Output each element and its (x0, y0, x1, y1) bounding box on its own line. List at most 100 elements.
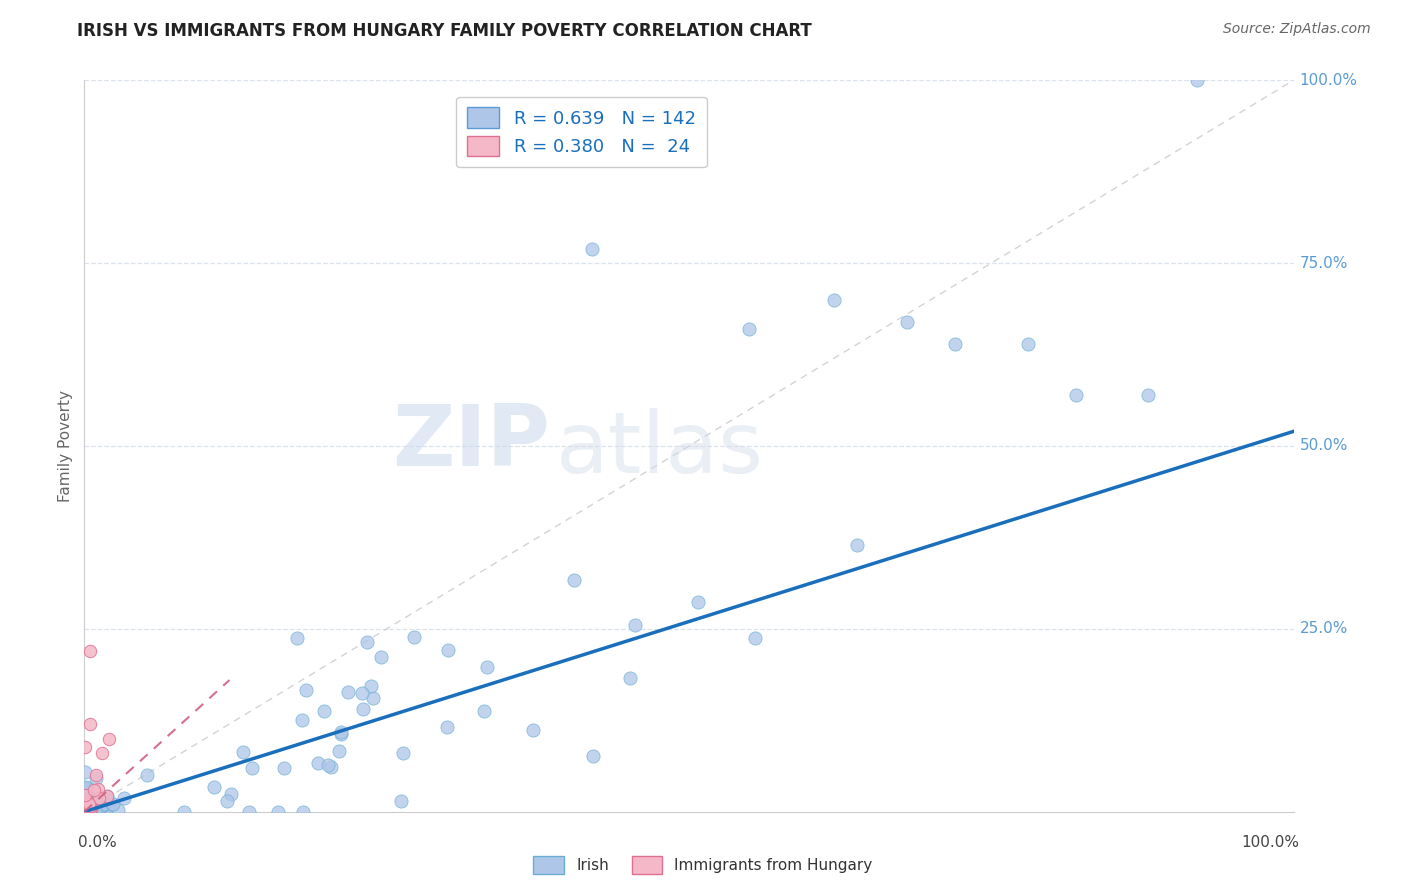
Y-axis label: Family Poverty: Family Poverty (58, 390, 73, 502)
Point (77, 804, 100, 818)
Point (522, 723, 544, 738)
Legend: R = 0.639   N = 142, R = 0.380   N =  24: R = 0.639 N = 142, R = 0.380 N = 24 (456, 96, 707, 167)
Point (73, 792, 96, 806)
Point (75, 800, 97, 814)
Point (75, 802, 97, 816)
Point (75, 804, 97, 818)
Point (96, 797, 118, 811)
Text: 100.0%: 100.0% (1299, 73, 1358, 87)
Point (73, 786, 96, 800)
Point (336, 685, 359, 699)
Text: 50.0%: 50.0% (1299, 439, 1348, 453)
Point (77, 798, 100, 813)
Point (76, 803, 98, 817)
Text: 75.0%: 75.0% (1299, 256, 1348, 270)
Point (76, 781, 98, 796)
Point (307, 756, 329, 771)
Point (352, 702, 374, 716)
Point (75, 794, 97, 808)
Point (73, 740, 96, 755)
Point (291, 805, 314, 819)
Point (73, 801, 96, 815)
Point (392, 747, 415, 761)
Point (76, 782, 98, 797)
Point (112, 791, 135, 805)
Point (619, 671, 641, 685)
Point (73, 801, 96, 815)
Point (90, 799, 112, 814)
Point (107, 803, 129, 817)
Text: ZIP: ZIP (392, 401, 550, 483)
Text: IRISH VS IMMIGRANTS FROM HUNGARY FAMILY POVERTY CORRELATION CHART: IRISH VS IMMIGRANTS FROM HUNGARY FAMILY … (77, 22, 813, 40)
Point (135, 768, 157, 782)
Point (80, 801, 103, 815)
Point (581, 242, 603, 256)
Point (267, 805, 290, 819)
Point (240, 761, 263, 775)
Point (76, 796, 98, 810)
Point (76, 794, 98, 808)
Point (73, 803, 96, 817)
Point (80, 795, 103, 809)
Point (97, 731, 120, 746)
Point (75, 804, 97, 818)
Point (75, 800, 97, 814)
Point (84, 804, 107, 818)
Point (402, 630, 425, 644)
Point (75, 801, 97, 815)
Point (73, 795, 96, 809)
Point (744, 631, 766, 645)
Point (73, 803, 96, 817)
Point (688, 595, 710, 609)
Point (76, 795, 98, 809)
Point (82, 802, 104, 816)
Point (73, 799, 96, 814)
Point (79, 803, 101, 817)
Point (202, 780, 225, 795)
Legend: Irish, Immigrants from Hungary: Irish, Immigrants from Hungary (527, 850, 879, 880)
Point (91, 746, 114, 760)
Point (73, 804, 96, 818)
Point (80, 802, 103, 816)
Point (77, 795, 100, 809)
Point (75, 789, 97, 804)
Point (219, 787, 242, 801)
Point (73, 799, 96, 814)
Point (75, 803, 97, 817)
Point (75, 804, 97, 818)
Point (77, 789, 100, 803)
Point (564, 574, 586, 588)
Point (73, 803, 96, 817)
Point (101, 797, 124, 811)
Point (73, 785, 96, 799)
Point (75, 789, 97, 803)
Point (76, 805, 98, 819)
Point (86, 803, 108, 817)
Point (896, 315, 918, 329)
Point (76, 797, 98, 811)
Point (943, 336, 966, 351)
Point (96, 793, 118, 807)
Point (75, 792, 97, 806)
Point (77, 801, 100, 815)
Point (329, 725, 352, 739)
Point (79, 803, 101, 817)
Point (76, 804, 98, 818)
Point (84, 771, 107, 785)
Point (73, 789, 96, 804)
Point (75, 789, 97, 803)
Point (1185, 73, 1208, 87)
Point (846, 539, 869, 553)
Point (87, 805, 110, 819)
Point (79, 803, 101, 817)
Point (73, 804, 96, 818)
Point (77, 797, 100, 811)
Point (352, 686, 374, 700)
Point (77, 803, 100, 817)
Point (89, 794, 111, 808)
Point (76, 795, 98, 809)
Point (97, 797, 120, 812)
Point (238, 805, 260, 819)
Point (73, 805, 96, 819)
Point (356, 634, 378, 648)
